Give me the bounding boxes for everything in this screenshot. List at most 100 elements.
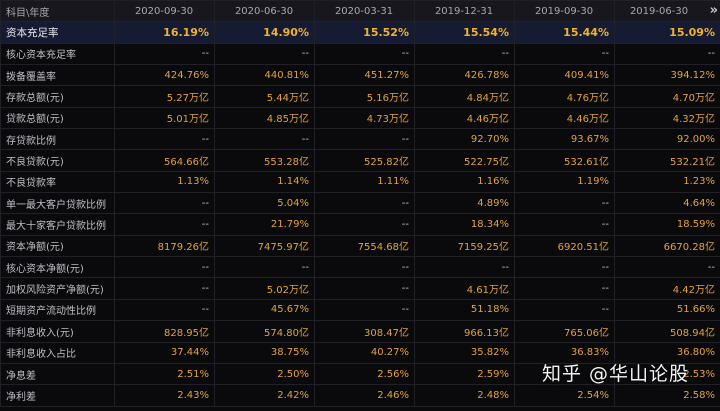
value-cell: 36.80% — [614, 341, 720, 364]
value-cell: -- — [114, 192, 215, 215]
value-cell: 4.76万亿 — [514, 85, 615, 108]
header-date-cell[interactable]: 2020-06-30 — [214, 0, 315, 23]
table-row[interactable]: 存贷款比例 -- -- -- 92.70% 93.67% 92.00% — [0, 128, 720, 151]
table-row[interactable]: 最大十家客户贷款比例 -- 21.79% -- 18.34% -- 18.59% — [0, 213, 720, 236]
table-row[interactable]: 短期资产流动性比例 -- 45.67% -- 51.18% -- 51.66% — [0, 298, 720, 322]
value-cell: 4.84万亿 — [414, 85, 515, 108]
value-cell: 2.54% — [514, 384, 615, 407]
value-cell: 532.61亿 — [514, 149, 615, 172]
value-cell: -- — [314, 277, 415, 300]
value-cell: 828.95亿 — [114, 320, 215, 343]
value-cell: -- — [314, 298, 415, 322]
header-date-cell[interactable]: 2019-09-30 — [514, 0, 615, 23]
value-cell: 525.82亿 — [314, 149, 415, 172]
value-cell: 16.19% — [114, 21, 215, 44]
table-row[interactable]: 拨备覆盖率 424.76% 440.81% 451.27% 426.78% 409.41%… — [0, 64, 720, 87]
row-label: 存贷款比例 — [0, 128, 115, 151]
value-cell: 4.61万亿 — [414, 277, 515, 300]
table-row[interactable]: 资本净额(元) 8179.26亿 7475.97亿 7554.68亿 7159.25亿 6… — [0, 234, 720, 258]
value-cell: 966.13亿 — [414, 320, 515, 343]
value-cell: 93.67% — [514, 128, 615, 151]
value-cell: 522.75亿 — [414, 149, 515, 172]
value-cell: 1.16% — [414, 170, 515, 194]
value-cell: 38.75% — [214, 341, 315, 364]
value-cell: 5.27万亿 — [114, 85, 215, 108]
value-cell: 18.59% — [614, 213, 720, 236]
row-label: 非利息收入占比 — [0, 341, 115, 364]
value-cell: 1.23% — [614, 170, 720, 194]
value-cell: 2.58% — [614, 384, 720, 407]
row-label: 单一最大客户贷款比例 — [0, 192, 115, 215]
table-row[interactable]: 非利息收入占比 37.44% 38.75% 40.27% 35.82% 36.83% 36.… — [0, 341, 720, 364]
value-cell: 564.66亿 — [114, 149, 215, 172]
value-cell: -- — [514, 42, 615, 66]
value-cell: 15.44% — [514, 21, 615, 44]
value-cell: 1.19% — [514, 170, 615, 194]
table-header-row: 科目\年度 2020-09-30 2020-06-30 2020-03-31 2… — [0, 0, 720, 23]
row-label: 资本充足率 — [0, 21, 115, 44]
table-row[interactable]: 净利差 2.43% 2.42% 2.46% 2.48% 2.54% 2.58% — [0, 384, 720, 407]
value-cell: -- — [114, 128, 215, 151]
row-label: 核心资本充足率 — [0, 42, 115, 66]
value-cell: 7159.25亿 — [414, 234, 515, 258]
value-cell: 7554.68亿 — [314, 234, 415, 258]
value-cell: 4.46万亿 — [514, 106, 615, 130]
table-row[interactable]: 资本充足率 16.19% 14.90% 15.52% 15.54% 15.44% 15.09… — [0, 21, 720, 44]
value-cell: -- — [314, 128, 415, 151]
table-row[interactable]: 核心资本充足率 -- -- -- -- -- -- — [0, 42, 720, 66]
value-cell: 5.44万亿 — [214, 85, 315, 108]
value-cell: -- — [114, 256, 215, 279]
table-row[interactable]: 非利息收入(元) 828.95亿 574.80亿 308.47亿 966.13亿 765.… — [0, 320, 720, 343]
value-cell: -- — [614, 42, 720, 66]
table-row[interactable]: 不良贷款(元) 564.66亿 553.28亿 525.82亿 522.75亿 532.6… — [0, 149, 720, 172]
table-row[interactable]: 不良贷款率 1.13% 1.14% 1.11% 1.16% 1.19% 1.23% — [0, 170, 720, 194]
value-cell: -- — [214, 42, 315, 66]
row-label: 净息差 — [0, 362, 115, 386]
value-cell: 15.09% — [614, 21, 720, 44]
header-date-text: 2019-06-30 — [629, 5, 689, 17]
value-cell: 4.89% — [414, 192, 515, 215]
value-cell: -- — [614, 256, 720, 279]
value-cell: 21.79% — [214, 213, 315, 236]
value-cell: 15.54% — [414, 21, 515, 44]
value-cell: 2.43% — [114, 384, 215, 407]
table-row[interactable]: 贷款总额(元) 5.01万亿 4.85万亿 4.73万亿 4.46万亿 4.46万亿 4.3… — [0, 106, 720, 130]
row-label: 不良贷款(元) — [0, 149, 115, 172]
value-cell: 574.80亿 — [214, 320, 315, 343]
double-chevron-right-icon[interactable]: » — [709, 3, 719, 18]
header-date-cell[interactable]: 2020-03-31 — [314, 0, 415, 23]
value-cell: 508.94亿 — [614, 320, 720, 343]
value-cell: 440.81% — [214, 64, 315, 87]
value-cell: 36.83% — [514, 341, 615, 364]
value-cell: 40.27% — [314, 341, 415, 364]
table-row[interactable]: 存款总额(元) 5.27万亿 5.44万亿 5.16万亿 4.84万亿 4.76万亿 4.7… — [0, 85, 720, 108]
header-date-cell[interactable]: 2019-12-31 — [414, 0, 515, 23]
value-cell: 4.73万亿 — [314, 106, 415, 130]
value-cell: 4.46万亿 — [414, 106, 515, 130]
value-cell: -- — [314, 256, 415, 279]
value-cell: -- — [414, 256, 515, 279]
table-row[interactable]: 核心资本净额(元) -- -- -- -- -- -- — [0, 256, 720, 279]
header-date-cell[interactable]: 2019-06-30 » — [614, 0, 720, 23]
value-cell: 51.66% — [614, 298, 720, 322]
row-label: 存款总额(元) — [0, 85, 115, 108]
value-cell: 532.21亿 — [614, 149, 720, 172]
value-cell: 6920.51亿 — [514, 234, 615, 258]
value-cell: -- — [114, 298, 215, 322]
value-cell: -- — [514, 192, 615, 215]
value-cell: 4.70万亿 — [614, 85, 720, 108]
value-cell: 2.53% — [614, 362, 720, 386]
header-date-cell[interactable]: 2020-09-30 — [114, 0, 215, 23]
row-label: 短期资产流动性比例 — [0, 298, 115, 322]
value-cell: 4.64% — [614, 192, 720, 215]
value-cell: 18.34% — [414, 213, 515, 236]
table-row[interactable]: 单一最大客户贷款比例 -- 5.04% -- 4.89% -- 4.64% — [0, 192, 720, 215]
value-cell: 8179.26亿 — [114, 234, 215, 258]
value-cell: 14.90% — [214, 21, 315, 44]
value-cell: 4.42万亿 — [614, 277, 720, 300]
value-cell: 2.59% — [414, 362, 515, 386]
table-row[interactable]: 净息差 2.51% 2.50% 2.56% 2.59% 2.53% — [0, 362, 720, 386]
table-row[interactable]: 加权风险资产净额(元) -- 5.02万亿 -- 4.61万亿 -- 4.42万亿 — [0, 277, 720, 300]
